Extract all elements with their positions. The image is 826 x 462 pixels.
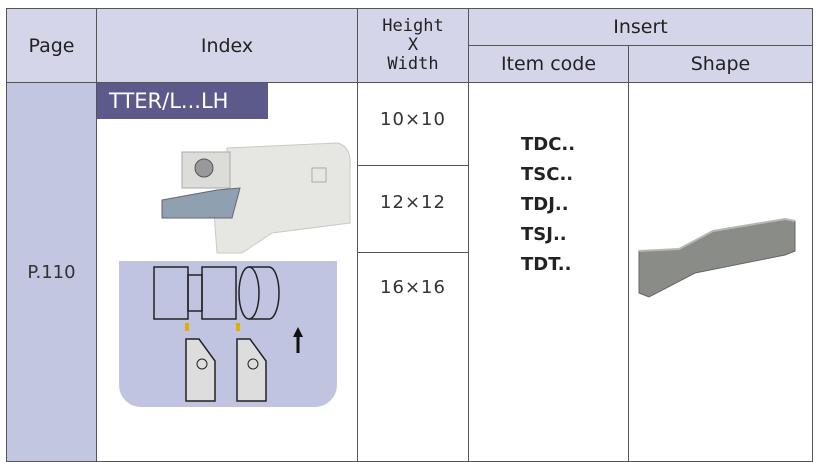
index-badge: TTER/L...LH — [97, 83, 268, 119]
header-width: Width — [387, 54, 439, 74]
page-link[interactable]: P.110 — [27, 261, 76, 283]
insert-shape-image — [638, 217, 796, 298]
header-item-code: Item code — [468, 45, 629, 83]
header-shape: Shape — [628, 45, 813, 83]
tool-holder-image — [161, 142, 351, 254]
header-index: Index — [96, 8, 358, 83]
item-code: TDT.. — [521, 254, 572, 275]
tool-icon-left — [185, 323, 216, 402]
shape-cell — [628, 82, 813, 462]
header-page: Page — [6, 8, 97, 83]
item-code: TSJ.. — [521, 224, 567, 245]
index-cell: TTER/L...LH — [96, 82, 358, 462]
item-code: TDC.. — [521, 134, 576, 155]
size-cell-3: 16×16 — [357, 252, 469, 462]
header-height-width: Height X Width — [357, 8, 469, 83]
size-cell-2: 12×12 — [357, 165, 469, 253]
item-code: TDJ.. — [521, 194, 569, 215]
item-code: TSC.. — [521, 164, 574, 185]
size-cell-1: 10×10 — [357, 82, 469, 166]
header-x: X — [407, 35, 419, 55]
workpiece-icon — [153, 266, 303, 402]
header-insert: Insert — [468, 8, 813, 46]
operation-diagram — [119, 261, 337, 407]
item-code-cell: TDC.. TSC.. TDJ.. TSJ.. TDT.. — [468, 82, 629, 462]
arrow-up-icon — [293, 327, 303, 353]
header-height: Height — [382, 16, 444, 36]
page-cell: P.110 — [6, 82, 97, 462]
tool-icon-right — [236, 323, 267, 402]
